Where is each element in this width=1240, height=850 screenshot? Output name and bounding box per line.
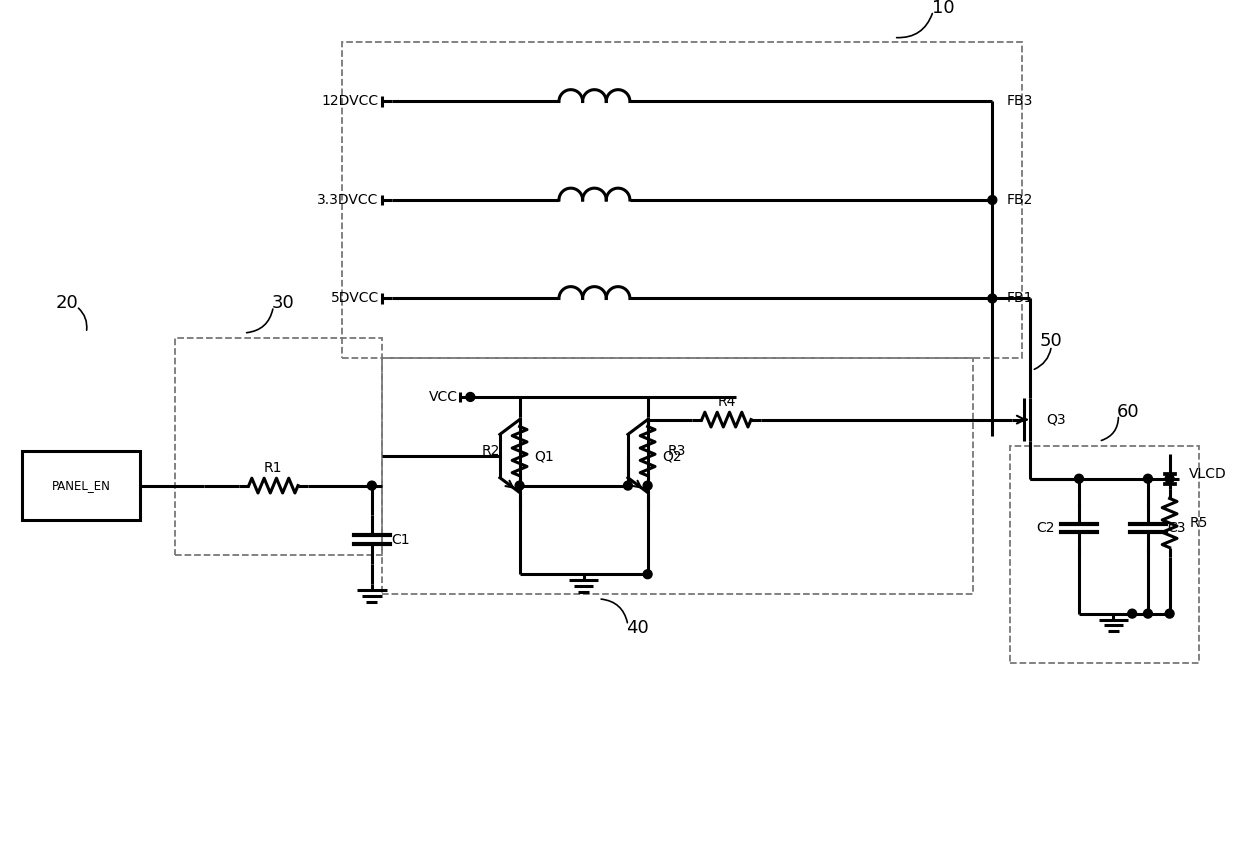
Text: PANEL_EN: PANEL_EN <box>52 479 110 492</box>
Bar <box>175 337 382 554</box>
Text: 5DVCC: 5DVCC <box>331 292 378 305</box>
Text: 50: 50 <box>1040 332 1063 350</box>
Circle shape <box>988 294 997 303</box>
Circle shape <box>988 196 997 204</box>
Circle shape <box>624 481 632 490</box>
Text: C3: C3 <box>1168 521 1187 535</box>
Circle shape <box>644 481 652 490</box>
Text: FB3: FB3 <box>1007 94 1033 109</box>
Circle shape <box>1143 609 1152 618</box>
Text: 3.3DVCC: 3.3DVCC <box>317 193 378 207</box>
Circle shape <box>466 393 475 401</box>
Circle shape <box>1166 609 1174 618</box>
Bar <box>342 42 1022 358</box>
Text: 12DVCC: 12DVCC <box>321 94 378 109</box>
Text: R3: R3 <box>667 444 686 458</box>
Bar <box>22 451 140 520</box>
Bar <box>1011 446 1199 663</box>
Circle shape <box>515 481 525 490</box>
Text: FB2: FB2 <box>1007 193 1033 207</box>
Text: Q1: Q1 <box>534 449 554 463</box>
Text: 40: 40 <box>626 620 650 638</box>
Circle shape <box>1127 609 1137 618</box>
Text: R5: R5 <box>1189 516 1208 530</box>
Bar <box>382 358 972 594</box>
Text: VLCD: VLCD <box>1189 467 1228 481</box>
Text: C1: C1 <box>392 533 410 547</box>
Circle shape <box>1075 474 1084 483</box>
Text: R1: R1 <box>264 461 283 475</box>
Text: Q2: Q2 <box>662 449 682 463</box>
Text: 10: 10 <box>931 0 955 17</box>
Circle shape <box>1166 474 1174 483</box>
Text: VCC: VCC <box>429 390 458 404</box>
Text: R2: R2 <box>481 444 500 458</box>
Text: 60: 60 <box>1117 403 1140 421</box>
Circle shape <box>644 570 652 579</box>
Text: R4: R4 <box>717 395 735 409</box>
Text: 30: 30 <box>272 294 295 313</box>
Text: 20: 20 <box>55 294 78 313</box>
Text: FB1: FB1 <box>1007 292 1034 305</box>
Circle shape <box>367 481 376 490</box>
Circle shape <box>1143 474 1152 483</box>
Text: C2: C2 <box>1035 521 1054 535</box>
Text: Q3: Q3 <box>1047 412 1066 427</box>
